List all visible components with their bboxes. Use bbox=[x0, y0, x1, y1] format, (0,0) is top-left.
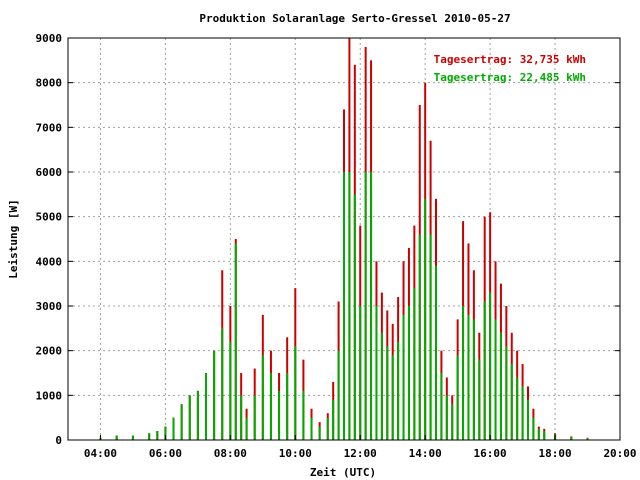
bar-series-2 bbox=[586, 438, 589, 440]
y-tick-label: 2000 bbox=[36, 345, 63, 358]
bar-series-2 bbox=[221, 328, 224, 440]
y-axis: 0 1000 2000 3000 4000 5000 6000 7000 8000 9000 bbox=[36, 32, 620, 447]
bar-series-2 bbox=[269, 373, 272, 440]
y-tick-label: 4000 bbox=[36, 255, 63, 268]
legend-series-1: Tagesertrag: 32,735 kWh bbox=[434, 53, 586, 66]
bar-series-2 bbox=[278, 390, 281, 440]
bars bbox=[99, 38, 589, 441]
bar-series-2 bbox=[294, 346, 297, 440]
bar-series-2 bbox=[516, 377, 519, 440]
x-tick-label: 20:00 bbox=[603, 447, 636, 460]
y-tick-label: 1000 bbox=[36, 389, 63, 402]
bar-series-2 bbox=[478, 359, 481, 440]
bar-series-2 bbox=[234, 243, 237, 440]
bar-series-2 bbox=[456, 355, 459, 440]
x-tick-label: 04:00 bbox=[84, 447, 117, 460]
bar-series-2 bbox=[510, 364, 513, 440]
bar-series-2 bbox=[407, 306, 410, 440]
bar-series-2 bbox=[505, 346, 508, 440]
bar-series-2 bbox=[240, 395, 243, 440]
bar-series-2 bbox=[131, 435, 134, 440]
bar-series-2 bbox=[229, 341, 232, 440]
plot-frame bbox=[67, 37, 621, 441]
bar-series-2 bbox=[196, 390, 199, 440]
bar-series-2 bbox=[353, 194, 356, 440]
bar-series-2 bbox=[318, 426, 321, 440]
bar-series-2 bbox=[286, 373, 289, 440]
x-tick-label: 06:00 bbox=[149, 447, 182, 460]
bar-series-2 bbox=[148, 433, 151, 440]
bar-series-2 bbox=[494, 319, 497, 440]
y-tick-label: 3000 bbox=[36, 300, 63, 313]
bar-series-2 bbox=[445, 395, 448, 440]
bar-series-2 bbox=[402, 314, 405, 440]
x-tick-label: 14:00 bbox=[409, 447, 442, 460]
chart-title: Produktion Solaranlage Serto-Gressel 201… bbox=[199, 12, 510, 25]
bar-series-2 bbox=[391, 355, 394, 440]
bar-series-2 bbox=[440, 373, 443, 440]
y-tick-label: 8000 bbox=[36, 77, 63, 90]
bar-series-2 bbox=[467, 314, 470, 440]
bar-series-2 bbox=[364, 172, 367, 440]
bar-series-2 bbox=[205, 373, 207, 440]
bar-series-2 bbox=[164, 426, 167, 440]
bar-series-2 bbox=[375, 306, 378, 440]
y-tick-label: 5000 bbox=[36, 211, 63, 224]
bar-series-2 bbox=[156, 431, 159, 440]
bar-series-2 bbox=[537, 428, 540, 440]
bar-series-2 bbox=[451, 404, 454, 440]
bar-series-2 bbox=[180, 404, 183, 440]
y-tick-label: 0 bbox=[55, 434, 62, 447]
bar-series-2 bbox=[172, 417, 175, 440]
bar-series-2 bbox=[370, 172, 373, 440]
bar-series-2 bbox=[499, 332, 502, 440]
bar-series-2 bbox=[489, 292, 492, 440]
bar-series-2 bbox=[483, 301, 486, 440]
x-axis: 04:00 06:00 08:00 10:00 12:00 14:00 16:00 18:00… bbox=[84, 435, 637, 460]
bar-series-2 bbox=[115, 435, 118, 440]
bar-series-2 bbox=[462, 306, 465, 440]
bar-series-2 bbox=[261, 355, 264, 440]
bar-series-2 bbox=[397, 341, 400, 440]
bar-series-2 bbox=[424, 198, 427, 440]
bar-series-2 bbox=[213, 350, 216, 440]
bar-series-2 bbox=[435, 265, 437, 440]
bar-series-2 bbox=[521, 386, 524, 440]
bar-series-2 bbox=[527, 399, 529, 440]
bar-series-2 bbox=[337, 350, 340, 440]
bar-series-2 bbox=[310, 417, 313, 440]
bar-series-2 bbox=[332, 399, 335, 440]
bar-series-2 bbox=[413, 288, 416, 440]
bar-series-2 bbox=[472, 319, 475, 440]
bar-series-2 bbox=[188, 395, 191, 440]
bar-series-2 bbox=[326, 417, 329, 440]
y-axis-label: Leistung [W] bbox=[7, 199, 20, 278]
y-tick-label: 7000 bbox=[36, 121, 63, 134]
y-tick-label: 9000 bbox=[36, 32, 63, 45]
bar-series-2 bbox=[380, 332, 383, 440]
y-tick-label: 6000 bbox=[36, 166, 63, 179]
x-tick-label: 18:00 bbox=[538, 447, 571, 460]
bar-series-2 bbox=[245, 417, 248, 440]
x-tick-label: 16:00 bbox=[474, 447, 507, 460]
bar-series-2 bbox=[253, 395, 256, 440]
bar-series-2 bbox=[532, 417, 535, 440]
bar-series-2 bbox=[418, 234, 421, 440]
legend-series-2: Tagesertrag: 22,485 kWh bbox=[434, 71, 586, 84]
bar-series-2 bbox=[570, 436, 573, 440]
bar-series-2 bbox=[359, 306, 362, 440]
x-tick-label: 12:00 bbox=[344, 447, 377, 460]
bar-series-2 bbox=[343, 172, 345, 440]
x-tick-label: 08:00 bbox=[214, 447, 247, 460]
x-axis-label: Zeit (UTC) bbox=[310, 466, 376, 479]
x-tick-label: 10:00 bbox=[279, 447, 312, 460]
bar-series-2 bbox=[429, 234, 432, 440]
bar-series-2 bbox=[543, 431, 546, 440]
bar-series-2 bbox=[302, 390, 305, 440]
bar-series-2 bbox=[348, 172, 351, 440]
bar-series-2 bbox=[386, 346, 389, 440]
